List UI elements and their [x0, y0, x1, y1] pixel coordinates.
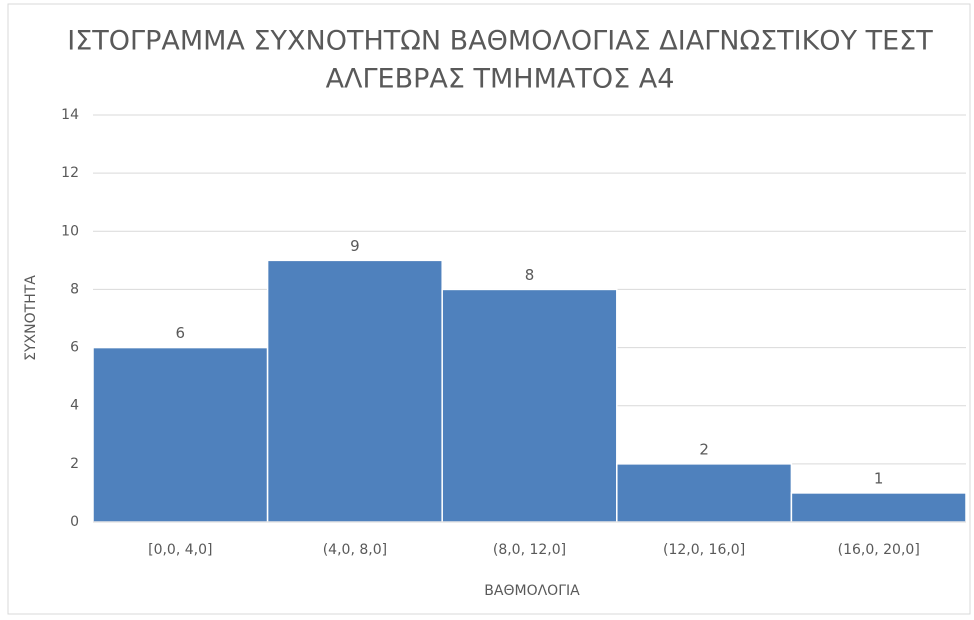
y-tick-label: 12: [61, 165, 79, 181]
y-tick-label: 14: [61, 107, 79, 123]
chart-title: ΙΣΤΟΓΡΑΜΜΑ ΣΥΧΝΟΤΗΤΩΝ ΒΑΘΜΟΛΟΓΙΑΣ ΔΙΑΓΝΩ…: [67, 26, 933, 57]
x-tick-label: (16,0, 20,0]: [838, 542, 920, 558]
bar: [92, 346, 269, 523]
y-tick-label: 2: [70, 456, 79, 472]
x-axis-title: ΒΑΘΜΟΛΟΓΙΑ: [484, 583, 580, 599]
y-tick-label: 4: [70, 398, 79, 414]
value-label: 6: [176, 324, 186, 342]
value-label: 1: [874, 469, 884, 487]
x-tick-label: (4,0, 8,0]: [323, 542, 387, 558]
y-tick-label: 6: [70, 340, 79, 356]
y-axis-title: ΣΥΧΝΟΤΗΤΑ: [23, 275, 39, 361]
chart-title: ΑΛΓΕΒΡΑΣ ΤΜΗΜΑΤΟΣ Α4: [326, 64, 675, 95]
bar: [616, 463, 793, 523]
value-label: 2: [699, 440, 709, 458]
y-tick-label: 10: [61, 223, 79, 239]
value-label: 9: [350, 237, 360, 255]
y-tick-label: 0: [70, 514, 79, 530]
bar: [790, 492, 967, 523]
x-tick-label: (12,0, 16,0]: [663, 542, 745, 558]
bar: [441, 288, 618, 523]
x-tick-label: (8,0, 12,0]: [493, 542, 566, 558]
x-tick-label: [0,0, 4,0]: [148, 542, 212, 558]
y-tick-label: 8: [70, 281, 79, 297]
value-label: 8: [525, 266, 535, 284]
bar: [266, 259, 443, 523]
